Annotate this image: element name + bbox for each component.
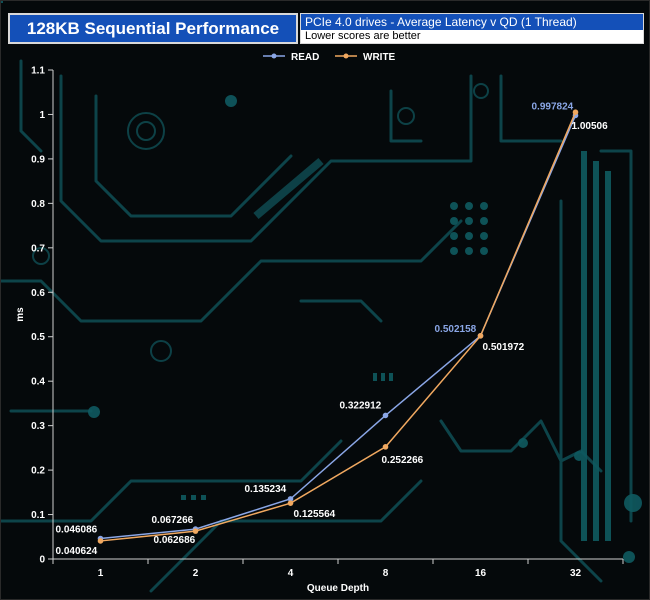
y-tick-label: 0.7: [31, 243, 45, 254]
x-tick-label: 4: [288, 568, 294, 579]
x-axis-title: Queue Depth: [307, 583, 369, 594]
y-tick-label: 0.8: [31, 199, 45, 210]
data-label-read: 0.322912: [340, 400, 382, 411]
data-label-read: 0.067266: [152, 515, 194, 526]
y-tick-label: 0.9: [31, 154, 45, 165]
data-label-read: 0.135234: [245, 484, 287, 495]
data-label-write: 0.040624: [56, 546, 98, 557]
x-axis: 1 2 4 8 16 32 Queue Depth: [52, 558, 624, 594]
chart-title: 128KB Sequential Performance: [8, 13, 298, 44]
legend-marker-write: [343, 53, 349, 59]
data-point-write: [97, 538, 104, 544]
data-point-write: [572, 109, 579, 116]
chart-subtitle: PCIe 4.0 drives - Average Latency v QD (…: [301, 14, 643, 30]
y-tick-label: 0.5: [31, 332, 45, 343]
data-label-read: 0.502158: [435, 324, 477, 335]
data-point-read: [287, 496, 294, 502]
data-label-write: 0.062686: [154, 535, 196, 546]
data-label-write: 0.125564: [294, 509, 336, 520]
x-tick-label: 8: [383, 568, 389, 579]
data-label-read: 0.997824: [532, 101, 574, 112]
y-tick-label: 0.2: [31, 466, 45, 477]
data-label-write: 0.252266: [382, 455, 424, 466]
data-label-read: 0.046086: [56, 525, 98, 536]
y-tick-label: 1: [39, 110, 45, 121]
data-point-write: [192, 528, 199, 534]
x-tick-label: 16: [475, 568, 487, 579]
legend-marker-read: [271, 53, 277, 59]
data-point-write: [382, 444, 389, 450]
y-tick-label: 0.4: [31, 377, 45, 388]
y-tick-label: 0: [39, 555, 45, 566]
data-point-write: [477, 333, 484, 339]
series-group: [97, 109, 579, 544]
y-axis-title: ms: [15, 307, 26, 322]
y-tick-label: 1.1: [31, 66, 45, 77]
legend-label-read: READ: [291, 52, 319, 63]
data-label-write: 1.00506: [572, 121, 609, 132]
legend-label-write: WRITE: [363, 52, 396, 63]
legend: READ WRITE: [263, 52, 396, 63]
x-tick-label: 2: [193, 568, 199, 579]
data-point-read: [382, 412, 389, 419]
chart-note: Lower scores are better: [301, 30, 643, 43]
x-tick-label: 1: [98, 568, 104, 579]
y-tick-label: 0.6: [31, 288, 45, 299]
y-tick-label: 0.1: [31, 510, 45, 521]
x-tick-label: 32: [570, 568, 582, 579]
y-axis: 0 0.1 0.2 0.3 0.4 0.5 0.6 0.7 0.8 0.9 1 1.1 ms: [15, 66, 54, 566]
chart-subtitle-box: PCIe 4.0 drives - Average Latency v QD (…: [300, 13, 644, 44]
y-tick-label: 0.3: [31, 421, 45, 432]
data-point-write: [287, 500, 294, 506]
series-line-write: [100, 111, 577, 542]
data-label-write: 0.501972: [483, 342, 525, 353]
data-labels-group: 0.046086 0.067266 0.135234 0.322912 0.502158…: [56, 101, 609, 557]
